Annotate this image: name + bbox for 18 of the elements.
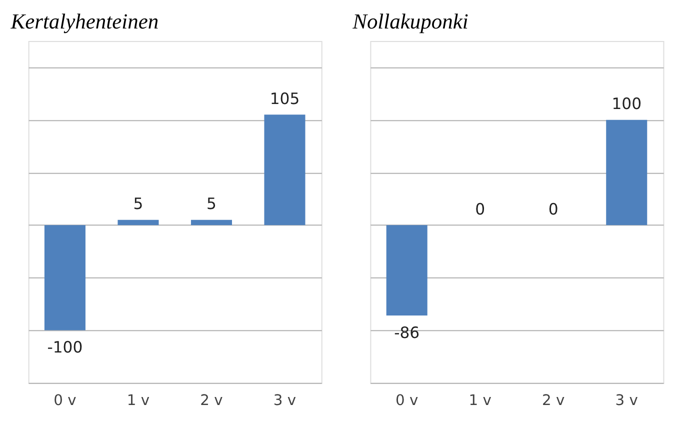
x-tick-label: 2 v xyxy=(542,392,566,409)
data-label: 5 xyxy=(206,195,216,214)
x-tick-label: 0 v xyxy=(396,392,418,409)
data-label: 100 xyxy=(612,95,642,114)
data-label: -86 xyxy=(394,324,420,342)
x-tick-label: 0 v xyxy=(54,392,77,409)
x-tick-label: 1 v xyxy=(468,392,492,409)
x-tick-label: 3 v xyxy=(615,392,638,409)
x-tick-label: 1 v xyxy=(126,392,150,409)
data-label: 5 xyxy=(133,195,144,214)
chart-title: Nollakuponki xyxy=(352,9,468,34)
data-label: -100 xyxy=(47,338,83,357)
x-tick-label: 3 v xyxy=(273,392,296,409)
data-label: 105 xyxy=(270,90,300,108)
data-label: 0 xyxy=(548,200,558,218)
data-label: 0 xyxy=(475,200,486,218)
x-tick-label: 2 v xyxy=(200,392,224,409)
chart-title: Kertalyhenteinen xyxy=(10,9,159,34)
